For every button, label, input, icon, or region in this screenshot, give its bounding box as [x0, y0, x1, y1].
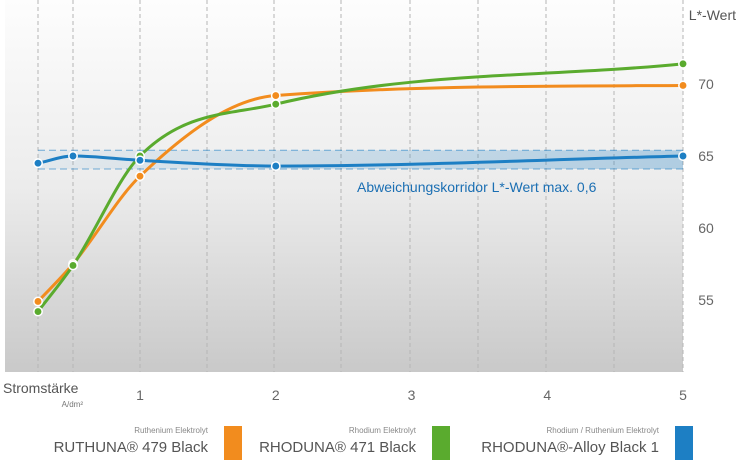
- legend-series-name: RUTHUNA® 479 Black: [53, 439, 208, 456]
- data-point: [33, 306, 43, 317]
- data-point: [68, 260, 78, 271]
- grid: [37, 0, 684, 372]
- data-points: [33, 58, 688, 317]
- data-point: [270, 161, 281, 172]
- legend-swatch-blue: [675, 426, 693, 460]
- axis-labels: 55 60 65 70 1 2 3 4 5 L*-Wert Stromstärke A/dm²: [3, 7, 736, 409]
- x-tick-label: 1: [136, 387, 144, 403]
- legend-series-name: RHODUNA® 471 Black: [259, 439, 416, 456]
- legend-category: Rhodium Elektrolyt: [348, 426, 416, 435]
- legend-swatch-green: [432, 426, 450, 460]
- data-point: [678, 58, 688, 69]
- data-point: [33, 158, 43, 169]
- y-tick-label: 70: [698, 76, 714, 92]
- legend-category: Ruthenium Elektrolyt: [134, 426, 208, 435]
- y-tick-label: 55: [698, 292, 714, 308]
- y-tick-label: 60: [698, 220, 714, 236]
- data-point: [33, 296, 43, 307]
- data-point: [678, 80, 688, 91]
- x-tick-label: 2: [272, 387, 280, 403]
- legend-item-rhoduna: Rhodium Elektrolyt RHODUNA® 471 Black: [0, 424, 450, 464]
- x-tick-label: 5: [679, 387, 687, 403]
- data-point: [135, 171, 145, 182]
- data-point: [270, 90, 281, 101]
- legend-swatch-orange: [224, 426, 242, 460]
- y-axis-title: L*-Wert: [689, 7, 736, 23]
- legend-item-rhoduna-alloy: Rhodium / Ruthenium Elektrolyt RHODUNA®-…: [0, 424, 693, 464]
- legend-series-name: RHODUNA®-Alloy Black 1: [481, 439, 659, 456]
- x-tick-label: 3: [408, 387, 416, 403]
- y-tick-label: 65: [698, 148, 714, 164]
- data-point: [270, 99, 281, 110]
- legend-category: Rhodium / Ruthenium Elektrolyt: [546, 426, 660, 435]
- corridor-label: Abweichungskorridor L*-Wert max. 0,6: [357, 179, 597, 195]
- x-axis-unit: A/dm²: [62, 400, 84, 409]
- data-point: [678, 151, 688, 161]
- legend-item-ruthuna: Ruthenium Elektrolyt RUTHUNA® 479 Black: [0, 424, 242, 464]
- x-tick-label: 4: [543, 387, 551, 403]
- data-point: [68, 151, 78, 161]
- data-point: [135, 155, 145, 166]
- x-axis-title: Stromstärke: [3, 380, 79, 396]
